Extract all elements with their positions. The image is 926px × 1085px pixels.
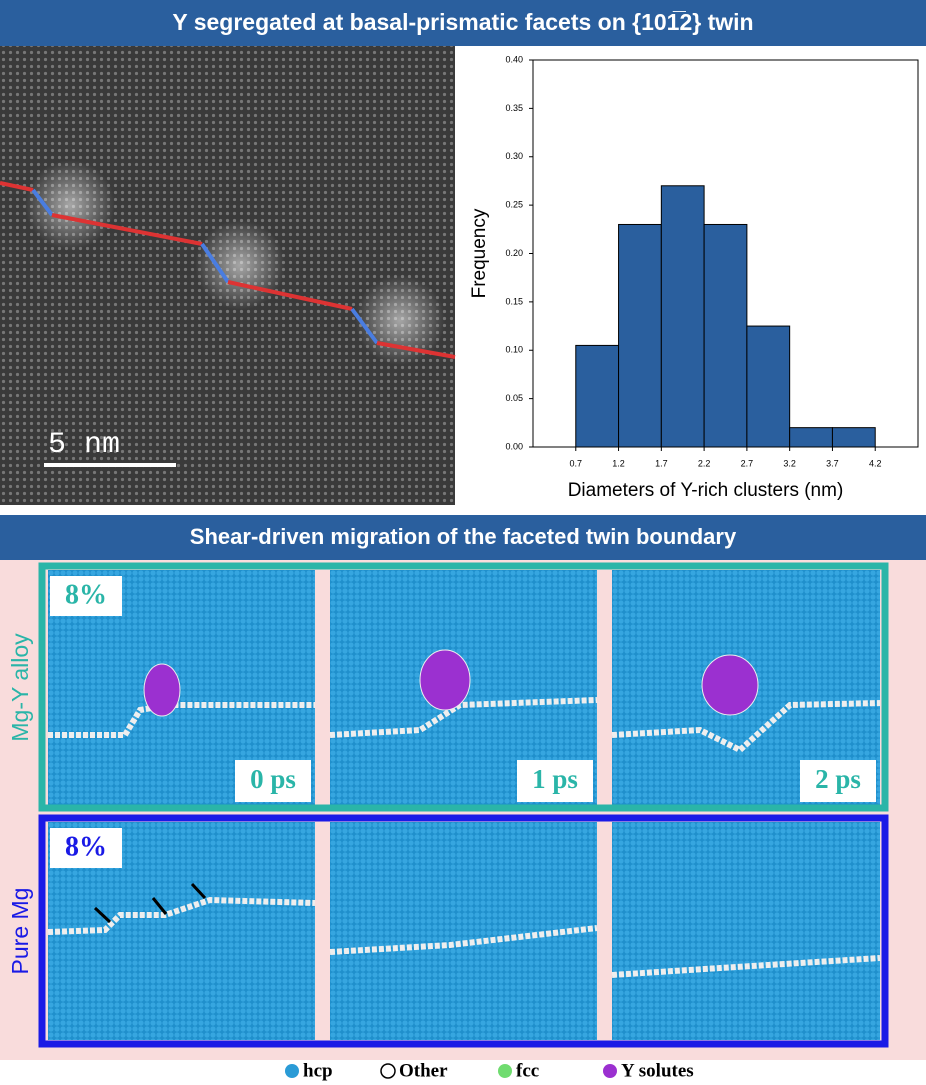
x-tick-label: 2.7	[741, 458, 754, 468]
legend-label: hcp	[303, 1060, 333, 1081]
legend-marker	[603, 1064, 617, 1078]
strain-box	[50, 576, 122, 616]
legend-marker	[498, 1064, 512, 1078]
x-tick-label: 4.2	[869, 458, 882, 468]
strain-label: 8%	[65, 831, 107, 862]
bar	[789, 427, 833, 448]
time-label: 1 ps	[532, 764, 578, 794]
legend: hcp Other fcc Y solutes	[285, 1060, 694, 1081]
bar	[746, 325, 791, 448]
legend-label: fcc	[516, 1060, 539, 1081]
x-tick-label: 1.2	[612, 458, 625, 468]
y-tick-label: 0.40	[505, 54, 523, 64]
y-tick-label: 0.20	[505, 248, 523, 258]
y-tick-label: 0.10	[505, 345, 523, 355]
time-box	[800, 760, 876, 802]
time-label: 0 ps	[250, 764, 296, 794]
bar	[660, 185, 705, 448]
y-tick-label: 0.35	[505, 103, 523, 113]
header-bar	[0, 0, 926, 46]
x-tick-label: 1.7	[655, 458, 668, 468]
x-tick-label: 3.7	[826, 458, 839, 468]
scale-bar-label: 5 nm	[48, 428, 120, 462]
x-axis-label: Diameters of Y-rich clusters (nm)	[568, 480, 844, 501]
legend-label: Y solutes	[621, 1060, 694, 1081]
y-axis-label: Frequency	[469, 208, 490, 298]
section-title: Shear-driven migration of the faceted tw…	[190, 524, 737, 549]
bar	[618, 223, 662, 448]
legend-label: Other	[399, 1060, 448, 1081]
tem-image	[0, 46, 456, 505]
legend-marker	[380, 1063, 396, 1079]
bar	[575, 344, 620, 448]
x-tick-label: 3.2	[783, 458, 796, 468]
row-label: Pure Mg	[7, 888, 33, 975]
legend-marker	[285, 1064, 299, 1078]
md-panels	[38, 562, 889, 1048]
row-label: Mg-Y alloy	[7, 633, 33, 742]
y-tick-label: 0.30	[505, 151, 523, 161]
md-labels: Mg-Y alloy 8% 0 ps 1 ps 2 ps Pure Mg 8%	[7, 576, 876, 974]
y-tick-label: 0.00	[505, 441, 523, 451]
x-tick-label: 0.7	[570, 458, 583, 468]
time-box	[517, 760, 593, 802]
y-tick-label: 0.25	[505, 200, 523, 210]
y-tick-label: 0.15	[505, 296, 523, 306]
strain-label: 8%	[65, 579, 107, 610]
histogram: 0.00 0.05 0.10 0.15 0.20 0.25 0.30 0.35 0.40 0.7 1…	[469, 54, 919, 501]
strain-box	[50, 828, 122, 868]
time-label: 2 ps	[815, 764, 861, 794]
x-tick-label: 2.2	[698, 458, 711, 468]
section-bar	[0, 515, 926, 560]
time-box	[235, 760, 311, 802]
header-title: Y segregated at basal-prismatic facets o…	[172, 9, 753, 35]
bar	[831, 427, 876, 448]
y-tick-label: 0.05	[505, 393, 523, 403]
bar	[703, 223, 748, 448]
